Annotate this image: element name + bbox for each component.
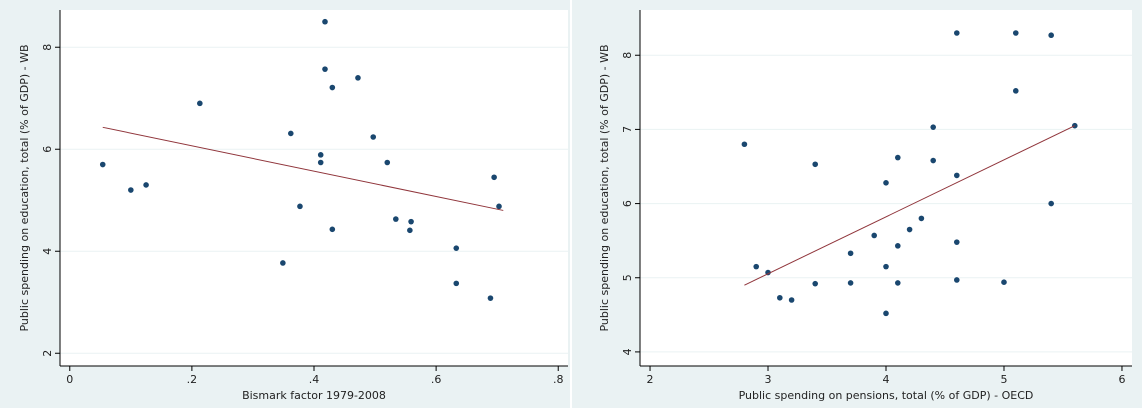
fit-line <box>744 125 1075 286</box>
y-tick-label: 4 <box>621 348 634 355</box>
data-point <box>777 294 783 301</box>
x-axis-title: Bismark factor 1979-2008 <box>242 389 386 402</box>
y-tick-label: 2 <box>41 350 54 357</box>
data-point <box>453 245 460 251</box>
data-point <box>953 277 960 283</box>
data-point <box>297 203 303 210</box>
data-point <box>322 18 328 25</box>
data-point <box>930 124 936 130</box>
data-point <box>317 152 324 158</box>
data-point <box>1048 200 1054 207</box>
data-point <box>894 243 901 249</box>
data-point <box>329 84 336 91</box>
data-point <box>329 226 336 233</box>
data-point <box>953 30 960 36</box>
data-point <box>496 203 502 210</box>
data-point <box>883 180 889 186</box>
data-point <box>883 310 889 317</box>
data-point <box>393 216 399 222</box>
data-point <box>128 187 134 193</box>
data-point <box>953 172 960 179</box>
data-point <box>741 141 748 148</box>
y-axis-title: Public spending on education, total (% o… <box>598 44 611 331</box>
data-point <box>453 280 460 287</box>
data-point <box>317 159 324 166</box>
data-point <box>1001 279 1007 285</box>
y-tick-label: 7 <box>621 126 634 133</box>
x-tick-label: 3 <box>765 373 772 386</box>
plot-area <box>60 10 568 366</box>
data-point <box>812 161 819 168</box>
y-tick-label: 8 <box>41 44 54 51</box>
x-tick-label: 2 <box>647 373 654 386</box>
y-tick-label: 6 <box>621 200 634 207</box>
data-point <box>1012 88 1019 94</box>
data-point <box>871 232 878 239</box>
data-point <box>408 218 414 225</box>
data-point <box>753 263 760 270</box>
data-point <box>894 280 901 286</box>
data-point <box>847 250 854 257</box>
data-point <box>197 100 203 107</box>
data-point <box>883 263 889 270</box>
data-point <box>812 280 819 287</box>
data-point <box>788 297 795 303</box>
data-point <box>894 154 901 161</box>
x-tick-label: 5 <box>1000 373 1007 386</box>
x-tick-label: 4 <box>883 373 890 386</box>
data-point <box>918 215 925 222</box>
data-point <box>355 75 361 81</box>
data-point <box>370 134 377 140</box>
data-point <box>930 157 936 164</box>
y-tick-label: 8 <box>621 52 634 59</box>
data-point <box>143 182 149 188</box>
y-tick-label: 4 <box>41 248 54 255</box>
x-tick-label: .2 <box>187 373 198 386</box>
x-tick-label: 0 <box>66 373 73 386</box>
plot-area <box>640 10 1132 366</box>
data-point <box>322 66 328 72</box>
data-point <box>280 260 286 266</box>
x-axis-title: Public spending on pensions, total (% of… <box>739 389 1034 402</box>
data-point <box>99 161 106 168</box>
y-tick-label: 5 <box>621 274 634 281</box>
data-point <box>847 280 854 286</box>
data-point <box>906 226 913 233</box>
y-tick-label: 6 <box>41 146 54 153</box>
data-point <box>287 130 294 137</box>
x-tick-label: .6 <box>431 373 442 386</box>
data-point <box>953 239 960 245</box>
data-point <box>384 159 391 166</box>
x-tick-label: .8 <box>553 373 564 386</box>
data-point <box>1012 30 1019 36</box>
fit-line <box>102 126 504 211</box>
data-point <box>1048 32 1054 39</box>
data-point <box>491 174 497 181</box>
data-point <box>487 295 494 301</box>
data-point <box>407 227 413 234</box>
x-tick-label: .4 <box>309 373 320 386</box>
y-axis-title: Public spending on education, total (% o… <box>18 44 31 331</box>
x-tick-label: 6 <box>1118 373 1125 386</box>
